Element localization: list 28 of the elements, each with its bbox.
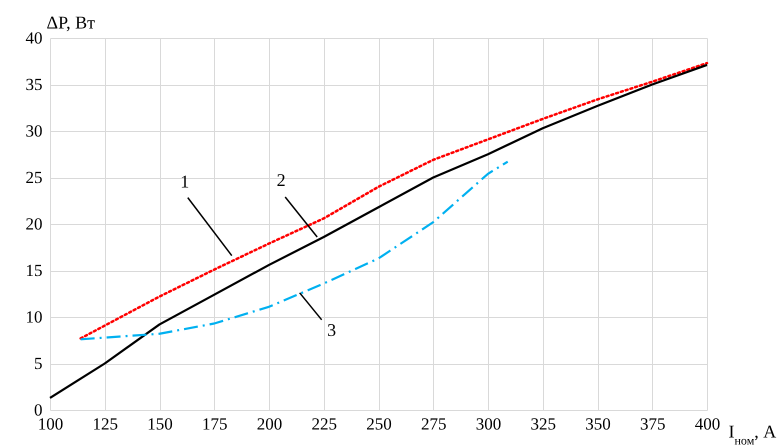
y-axis-title: ΔP, Вт xyxy=(46,12,96,32)
x-tick-label: 325 xyxy=(530,414,556,434)
x-tick-label: 175 xyxy=(202,414,228,434)
x-tick-label: 125 xyxy=(92,414,118,434)
y-tick-label: 10 xyxy=(26,308,42,326)
y-tick-label: 20 xyxy=(26,214,42,234)
x-tick-label: 250 xyxy=(366,414,392,434)
y-tick-label: 5 xyxy=(34,354,42,373)
line-series xyxy=(80,160,509,340)
annotation: 1 xyxy=(180,172,190,192)
y-tick-label: 40 xyxy=(26,28,42,48)
x-tick-label: 300 xyxy=(476,414,502,434)
annotation: 3 xyxy=(327,320,336,340)
x-tick-label: 350 xyxy=(585,414,611,434)
y-tick-label: 15 xyxy=(26,261,42,280)
x-tick-label: 225 xyxy=(312,414,337,434)
x-tick-label: 375 xyxy=(640,414,666,434)
x-tick-label: 275 xyxy=(421,414,446,434)
y-tick-label: 25 xyxy=(26,168,42,187)
x-tick-label: 150 xyxy=(147,414,173,434)
annotation: 2 xyxy=(276,170,286,190)
x-tick-label: 400 xyxy=(694,414,720,434)
line-series xyxy=(48,64,708,400)
x-axis-title: I$_{ном}$, А xyxy=(728,422,776,446)
y-tick-label: 35 xyxy=(26,75,42,94)
y-tick-label: 30 xyxy=(26,122,42,140)
x-tick-label: 200 xyxy=(256,414,282,434)
line-series xyxy=(79,62,708,340)
